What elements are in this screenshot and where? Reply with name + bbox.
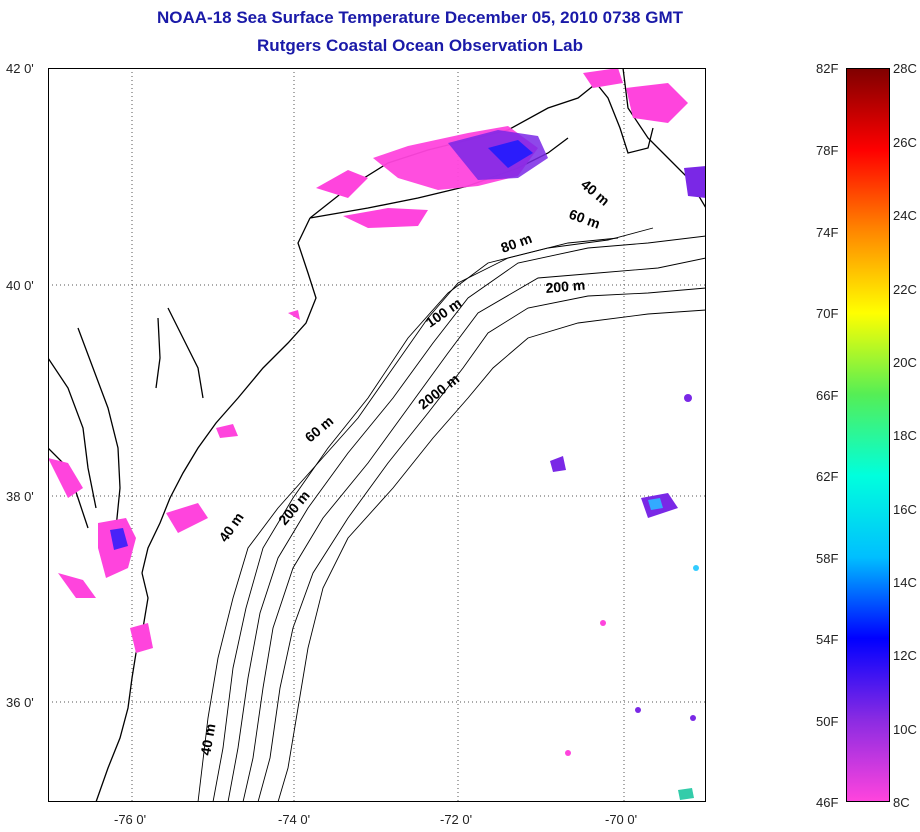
lon-label-76: -76 0' (114, 812, 147, 827)
coastline (48, 68, 706, 802)
colorbar-c-label-18: 18C (893, 428, 917, 443)
colorbar-c-label-14: 14C (893, 575, 917, 590)
sst-patches (48, 68, 706, 800)
lat-label-38: 38 0' (6, 489, 34, 504)
sea-surface-temperature-map: 40 m 60 m 80 m 200 m 100 m 2000 m 60 m 4… (48, 68, 706, 802)
colorbar-f-label-70: 70F (816, 306, 839, 321)
isobath-label-200m-south: 200 m (275, 487, 313, 528)
colorbar-c-label-12: 12C (893, 648, 917, 663)
colorbar-f-label-62: 62F (816, 469, 839, 484)
isobath-label-40m-mid: 40 m (215, 509, 246, 544)
lat-label-42: 42 0' (6, 61, 34, 76)
map-panel[interactable]: 40 m 60 m 80 m 200 m 100 m 2000 m 60 m 4… (48, 68, 706, 802)
colorbar-c-label-24: 24C (893, 208, 917, 223)
colorbar-c-label-26: 26C (893, 135, 917, 150)
isobath-label-200m-north: 200 m (545, 277, 586, 296)
colorbar-c-label-28: 28C (893, 61, 917, 76)
map-title: NOAA-18 Sea Surface Temperature December… (157, 8, 683, 27)
colorbar-f-label-50: 50F (816, 714, 839, 729)
lat-label-40: 40 0' (6, 278, 34, 293)
colorbar-c-label-16: 16C (893, 502, 917, 517)
lon-label-70: -70 0' (605, 812, 638, 827)
map-subtitle: Rutgers Coastal Ocean Observation Lab (257, 36, 583, 55)
isobath-label-60m-north: 60 m (567, 206, 602, 232)
isobaths (197, 227, 706, 802)
colorbar-f-label-78: 78F (816, 143, 839, 158)
colorbar-f-label-54: 54F (816, 632, 839, 647)
colorbar-c-label-20: 20C (893, 355, 917, 370)
colorbar-f-label-46: 46F (816, 795, 839, 810)
lon-label-74: -74 0' (278, 812, 311, 827)
colorbar-c-label-8: 8C (893, 795, 910, 810)
lon-label-72: -72 0' (440, 812, 473, 827)
colorbar-c-label-22: 22C (893, 282, 917, 297)
colorbar-f-label-74: 74F (816, 225, 839, 240)
colorbar-f-label-58: 58F (816, 551, 839, 566)
temperature-colorbar (846, 68, 890, 802)
isobath-label-60m-south: 60 m (302, 413, 337, 446)
graticule (48, 68, 706, 802)
colorbar-f-label-66: 66F (816, 388, 839, 403)
isobath-label-40m-south: 40 m (197, 722, 218, 756)
isobath-label-2000m: 2000 m (415, 371, 462, 413)
lat-label-36: 36 0' (6, 695, 34, 710)
isobath-labels: 40 m 60 m 80 m 200 m 100 m 2000 m 60 m 4… (197, 176, 613, 756)
colorbar-f-label-82: 82F (816, 61, 839, 76)
isobath-label-40m-north: 40 m (578, 176, 613, 209)
isobath-label-80m: 80 m (499, 230, 534, 256)
colorbar-c-label-10: 10C (893, 722, 917, 737)
